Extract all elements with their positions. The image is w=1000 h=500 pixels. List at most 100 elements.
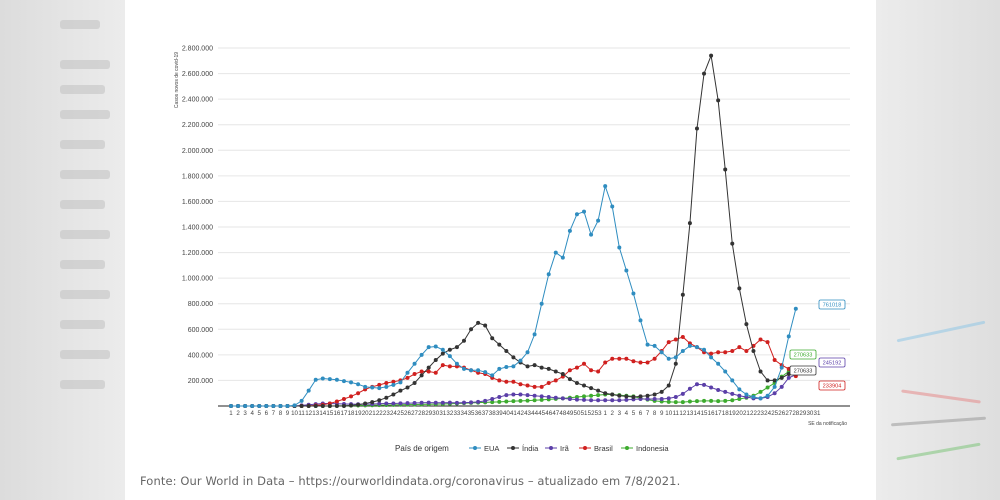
y-axis-title: Casos novos de covid-19 [174,52,180,108]
data-point [582,397,587,402]
data-point [447,364,452,369]
data-point [440,347,445,352]
y-tick-label: 2.200.000 [182,122,213,129]
data-point [419,352,424,357]
data-point [384,380,389,385]
data-point [398,388,403,393]
end-label-box [818,299,846,310]
data-point [483,398,488,403]
data-point [673,361,678,366]
data-point [730,241,735,246]
data-point [631,359,636,364]
legend-title: País de origem [395,444,449,453]
data-point [716,98,721,103]
x-tick-label: 9 [660,410,664,417]
data-point [638,360,643,365]
legend-key-dot [511,446,515,450]
data-point [582,394,587,399]
data-point [229,404,233,408]
x-tick-label: 23 [383,410,390,417]
legend-label: Irã [560,444,570,453]
x-tick-label: 7 [272,410,276,417]
x-tick-label: 2 [236,410,240,417]
y-tick-label: 1.200.000 [182,250,213,257]
data-point [426,369,431,374]
x-tick-label: 17 [715,410,722,417]
data-point [758,396,763,401]
data-point [730,398,735,403]
x-tick-label: 34 [461,410,468,417]
data-point [666,340,671,345]
data-point [532,363,537,368]
x-tick-label: 8 [653,410,657,417]
data-point [391,401,396,406]
data-point [659,350,664,355]
data-point [680,400,685,405]
data-point [363,384,368,389]
data-point [624,397,629,402]
data-point [652,396,657,401]
data-point [532,384,537,389]
data-point [610,204,615,209]
data-point [461,400,466,405]
data-point [758,369,763,374]
data-point [617,356,622,361]
end-label-box [818,357,846,368]
data-point [673,337,678,342]
data-point [504,393,509,398]
data-point [709,355,714,360]
y-tick-label: 1.800.000 [182,173,213,180]
data-point [652,343,657,348]
data-point [334,404,339,408]
legend-key-dot [473,446,477,450]
data-point [440,351,445,356]
x-tick-label: 6 [639,410,643,417]
data-point [391,379,396,384]
data-point [377,382,382,387]
x-tick-label: 30 [806,410,813,417]
data-point [779,365,784,370]
data-point [490,396,495,401]
data-point [349,380,354,385]
legend-key-dot [625,446,629,450]
data-point [285,404,290,408]
data-point [454,345,459,350]
data-point [469,368,474,373]
data-point [539,397,544,402]
data-point [504,399,509,404]
data-point [666,356,671,361]
x-tick-label: 22 [750,410,757,417]
x-tick-label: 47 [552,410,559,417]
x-tick-label: 12 [679,410,686,417]
data-point [574,380,579,385]
data-point [659,389,664,394]
data-point [461,338,466,343]
data-point [476,320,481,325]
data-point [772,384,777,389]
data-point [539,301,544,306]
data-point [553,378,558,383]
data-point [497,342,502,347]
grid-lines [218,47,850,381]
series-lines [229,53,798,408]
data-point [702,382,707,387]
data-point [525,364,530,369]
data-point [560,372,565,377]
data-point [744,322,749,327]
legend-item: Irã [545,444,570,453]
data-point [638,394,643,399]
data-point [433,357,438,362]
end-label: 245192 [818,357,846,368]
x-tick-label: 19 [355,410,362,417]
data-point [384,384,389,389]
data-point [574,397,579,402]
data-point [518,382,523,387]
data-point [694,382,699,387]
data-point [518,398,523,403]
data-point [539,394,544,399]
data-point [765,385,770,390]
x-tick-label: 6 [265,410,269,417]
x-tick-label: 14 [319,410,326,417]
y-tick-label: 2.800.000 [182,46,213,53]
